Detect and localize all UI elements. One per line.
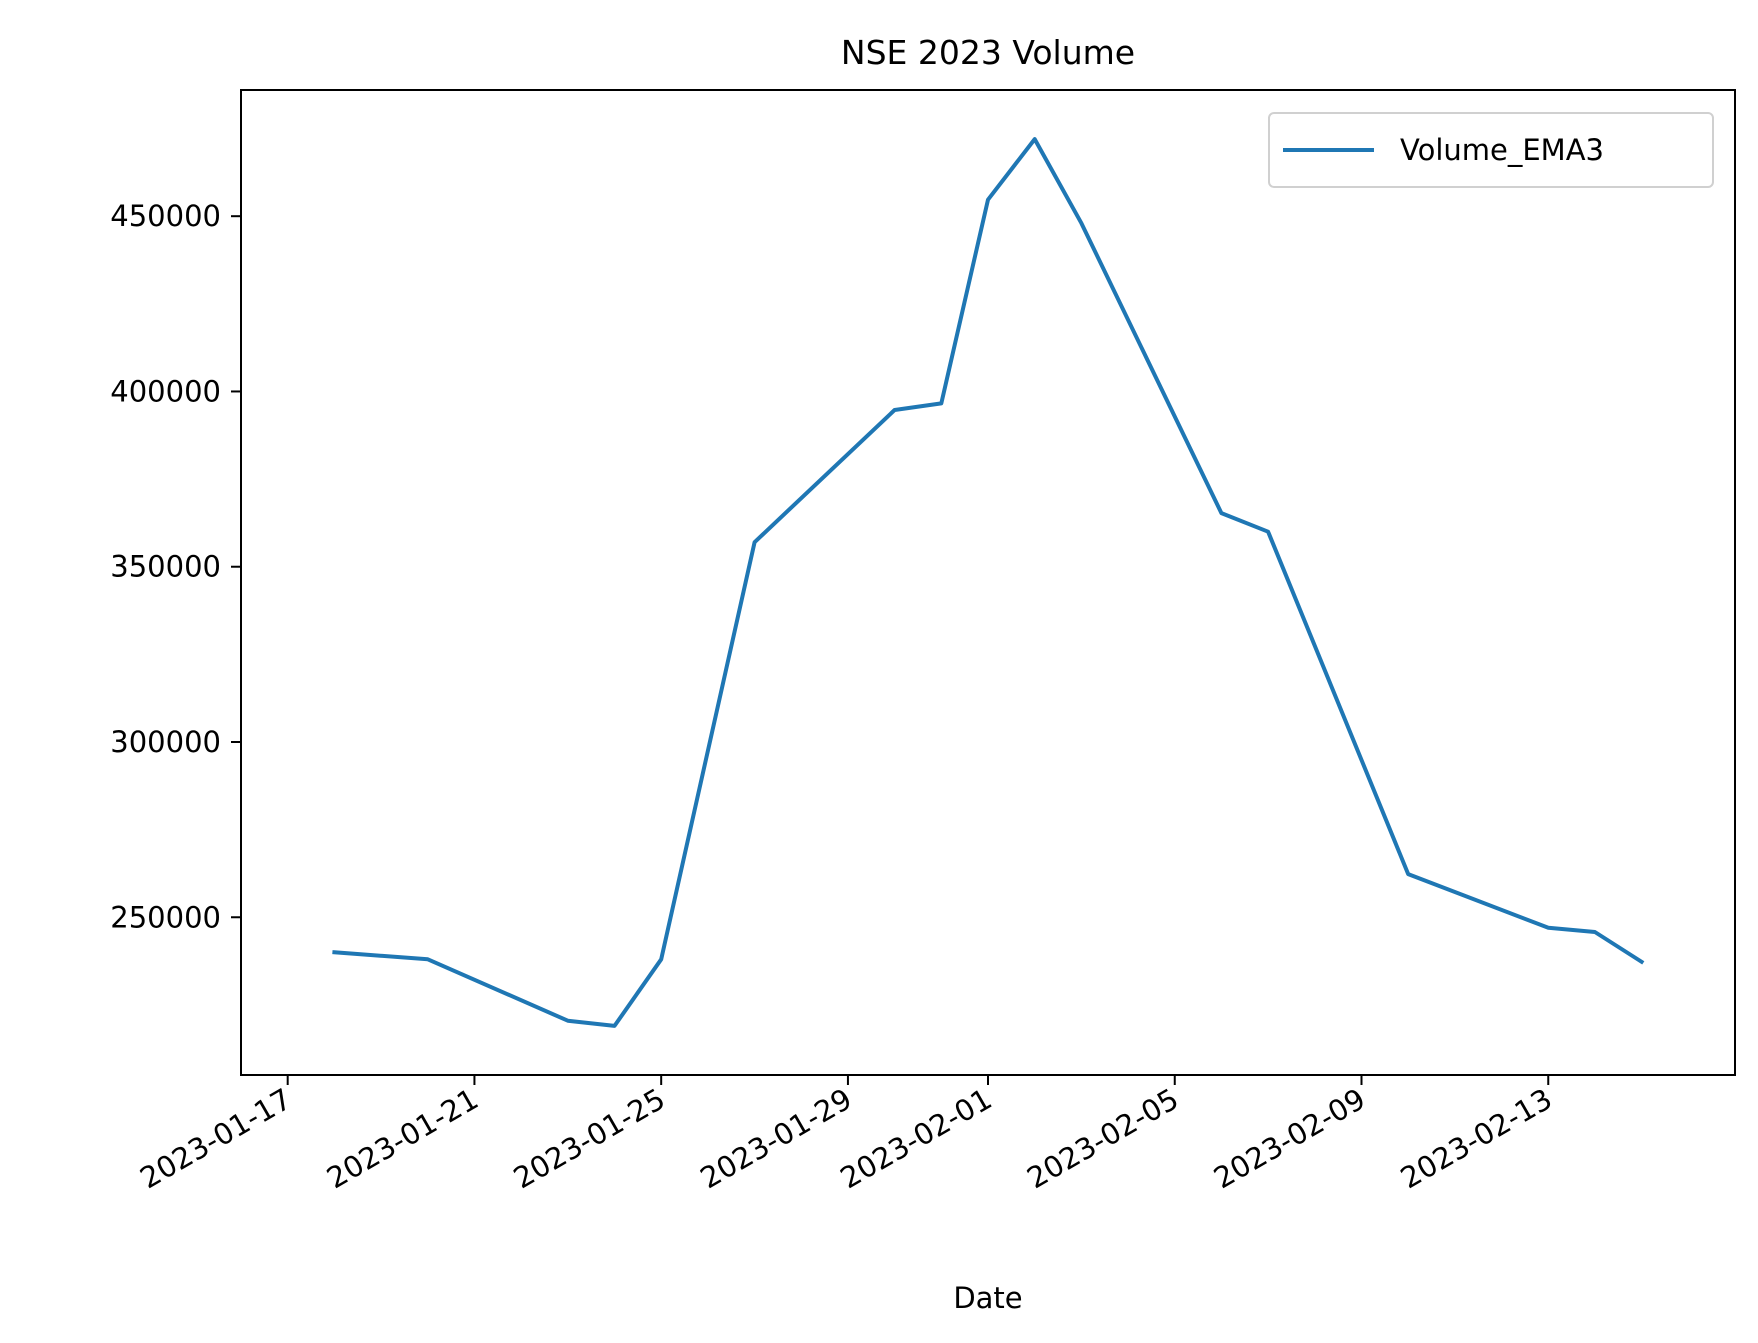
legend-box — [1268, 112, 1714, 188]
chart-title: NSE 2023 Volume — [841, 33, 1135, 72]
y-tick-label: 450000 — [110, 199, 221, 233]
plot-frame — [240, 89, 1736, 1076]
y-tick-label: 400000 — [110, 374, 221, 408]
series-line-volume-ema3 — [332, 137, 1645, 1028]
legend: Volume_EMA3 — [1268, 112, 1714, 188]
y-tick-label: 350000 — [110, 550, 221, 584]
plot-area — [241, 90, 1735, 1075]
y-tick-label: 300000 — [110, 725, 221, 759]
legend-label: Volume_EMA3 — [1400, 133, 1604, 167]
series-layer — [332, 137, 1645, 1028]
y-axis: 250000 300000 350000 400000 450000 — [110, 199, 241, 934]
x-axis-label: Date — [953, 1281, 1022, 1315]
y-tick-label: 250000 — [110, 900, 221, 934]
